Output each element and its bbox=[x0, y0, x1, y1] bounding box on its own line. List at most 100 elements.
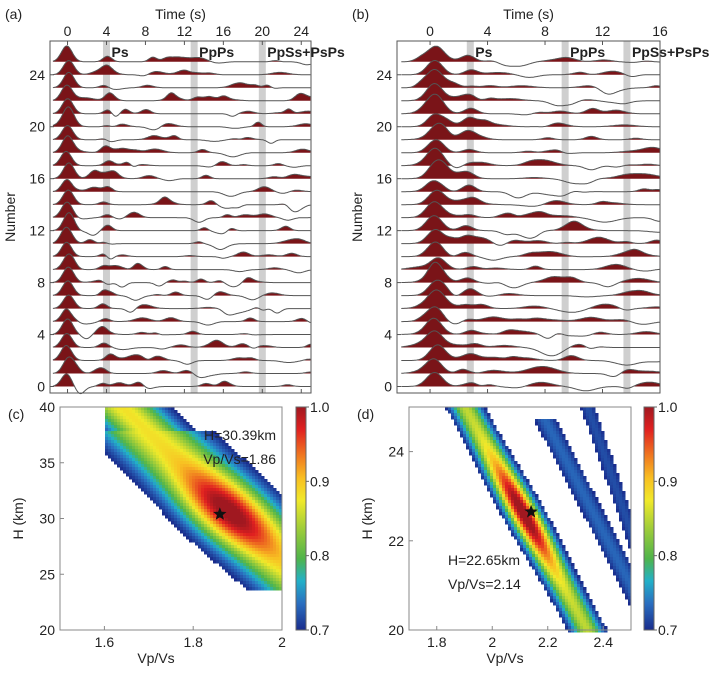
heatmap-cell bbox=[141, 434, 145, 438]
heatmap-cell bbox=[171, 494, 175, 498]
heatmap-cell bbox=[559, 449, 563, 453]
heatmap-cell bbox=[156, 470, 160, 474]
heatmap-cell bbox=[592, 416, 596, 420]
heatmap-cell bbox=[231, 503, 235, 507]
heatmap-cell bbox=[141, 410, 145, 414]
heatmap-cell bbox=[514, 521, 518, 525]
heatmap-cell bbox=[159, 431, 163, 435]
heatmap-cell bbox=[499, 437, 503, 441]
heatmap-cell bbox=[550, 437, 554, 441]
x-tick-label: 8 bbox=[142, 23, 150, 39]
heatmap-cell bbox=[111, 422, 115, 426]
heatmap-cell bbox=[150, 458, 154, 462]
heatmap-cell bbox=[237, 527, 241, 531]
heatmap-cell bbox=[565, 623, 569, 627]
heatmap-cell bbox=[141, 461, 145, 465]
heatmap-cell bbox=[583, 629, 587, 633]
heatmap-cell bbox=[189, 491, 193, 495]
heatmap-cell bbox=[607, 461, 611, 465]
heatmap-cell bbox=[574, 458, 578, 462]
heatmap-cell bbox=[225, 509, 229, 513]
heatmap-cell bbox=[114, 419, 118, 423]
heatmap-cell bbox=[180, 422, 184, 426]
heatmap-cell bbox=[204, 461, 208, 465]
heatmap-cell bbox=[487, 476, 491, 480]
heatmap-cell bbox=[568, 581, 572, 585]
heatmap-cell bbox=[249, 557, 253, 561]
heatmap-cell bbox=[243, 476, 247, 480]
heatmap-cell bbox=[171, 518, 175, 522]
heatmap-cell bbox=[499, 509, 503, 513]
heatmap-cell bbox=[126, 407, 130, 411]
heatmap-cell bbox=[586, 422, 590, 426]
heatmap-cell bbox=[505, 518, 509, 522]
heatmap-cell bbox=[556, 458, 560, 462]
heatmap-cell bbox=[276, 494, 280, 498]
heatmap-cell bbox=[186, 467, 190, 471]
heatmap-cell bbox=[267, 500, 271, 504]
heatmap-cell bbox=[144, 413, 148, 417]
heatmap-cell bbox=[237, 578, 241, 582]
heatmap-cell bbox=[159, 449, 163, 453]
heatmap-cell bbox=[234, 515, 238, 519]
heatmap-cell bbox=[210, 551, 214, 555]
heatmap-cell bbox=[222, 566, 226, 570]
heatmap-cell bbox=[138, 449, 142, 453]
heatmap-cell bbox=[219, 461, 223, 465]
heatmap-cell bbox=[264, 479, 268, 483]
heatmap-cell bbox=[258, 566, 262, 570]
heatmap-cell bbox=[607, 548, 611, 552]
heatmap-cell bbox=[207, 482, 211, 486]
heatmap-cell bbox=[529, 548, 533, 552]
heatmap-cell bbox=[451, 416, 455, 420]
heatmap-cell bbox=[228, 563, 232, 567]
heatmap-cell bbox=[198, 488, 202, 492]
heatmap-cell bbox=[162, 470, 166, 474]
heatmap-cell bbox=[628, 533, 632, 537]
heatmap-cell bbox=[580, 626, 584, 630]
heatmap-cell bbox=[538, 533, 542, 537]
heatmap-cell bbox=[123, 458, 127, 462]
heatmap-cell bbox=[511, 473, 515, 477]
heatmap-cell bbox=[156, 449, 160, 453]
heatmap-cell bbox=[258, 536, 262, 540]
heatmap-cell bbox=[589, 407, 593, 411]
heatmap-cell bbox=[189, 479, 193, 483]
heatmap-cell bbox=[159, 506, 163, 510]
heatmap-cell bbox=[553, 434, 557, 438]
heatmap-cell bbox=[273, 509, 277, 513]
heatmap-cell bbox=[192, 497, 196, 501]
heatmap-cell bbox=[243, 551, 247, 555]
heatmap-cell bbox=[276, 521, 280, 525]
heatmap-cell bbox=[168, 476, 172, 480]
heatmap-cell bbox=[487, 470, 491, 474]
heatmap-cell bbox=[195, 530, 199, 534]
heatmap-cell bbox=[150, 416, 154, 420]
heatmap-cell bbox=[156, 422, 160, 426]
heatmap-cell bbox=[219, 449, 223, 453]
heatmap-cell bbox=[583, 413, 587, 417]
heatmap-cell bbox=[261, 575, 265, 579]
heatmap-cell bbox=[192, 470, 196, 474]
heatmap-cell bbox=[234, 461, 238, 465]
heatmap-cell bbox=[565, 572, 569, 576]
heatmap-cell bbox=[574, 617, 578, 621]
heatmap-cell bbox=[550, 593, 554, 597]
heatmap-cell bbox=[270, 557, 274, 561]
heatmap-cell bbox=[171, 455, 175, 459]
heatmap-cell bbox=[264, 554, 268, 558]
heatmap-cell bbox=[117, 428, 121, 432]
heatmap-cell bbox=[252, 542, 256, 546]
heatmap-cell bbox=[625, 578, 629, 582]
heatmap-cell bbox=[255, 539, 259, 543]
heatmap-cell bbox=[601, 548, 605, 552]
heatmap-cell bbox=[243, 524, 247, 528]
heatmap-cell bbox=[613, 569, 617, 573]
heatmap-cell bbox=[270, 530, 274, 534]
heatmap-cell bbox=[189, 536, 193, 540]
heatmap-cell bbox=[273, 530, 277, 534]
heatmap-cell bbox=[108, 431, 112, 435]
heatmap-cell bbox=[225, 464, 229, 468]
heatmap-cell bbox=[147, 482, 151, 486]
heatmap-cell bbox=[117, 419, 121, 423]
